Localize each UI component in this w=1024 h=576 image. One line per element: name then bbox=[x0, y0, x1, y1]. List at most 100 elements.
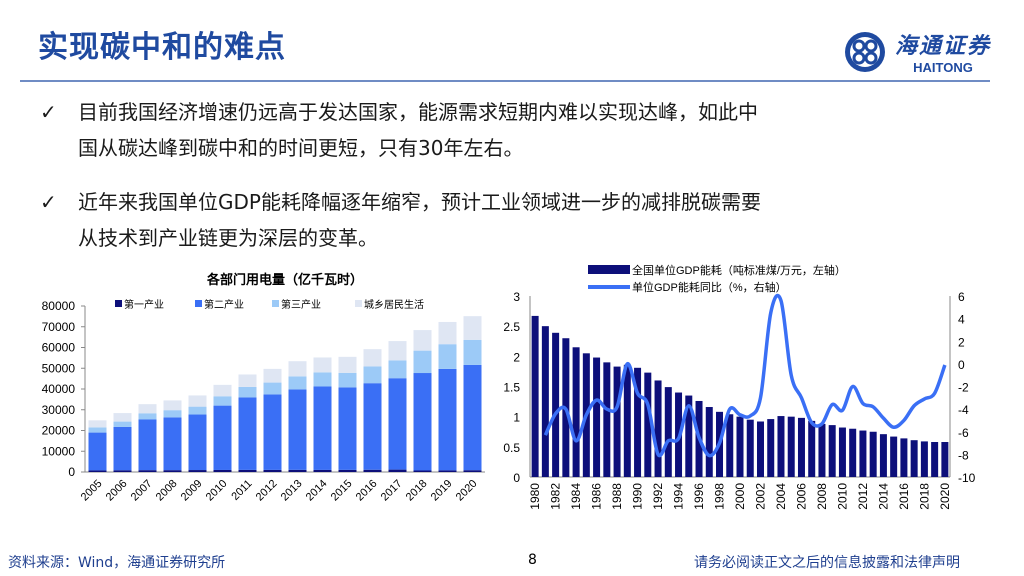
bar bbox=[654, 380, 662, 477]
x-tick-label: 1996 bbox=[692, 483, 706, 510]
x-tick-label: 1990 bbox=[631, 483, 645, 510]
x-tick-label: 1986 bbox=[590, 483, 604, 510]
electricity-by-sector-chart: 各部门用电量（亿千瓦时） 第一产业 第二产业 第三产业 城乡居民生活 0 10000 2000… bbox=[42, 272, 485, 504]
right-y-tick-label: 0 bbox=[958, 358, 965, 372]
y-tick-label: 70000 bbox=[42, 320, 76, 334]
x-tick-label: 2011 bbox=[229, 478, 254, 503]
bar-segment bbox=[238, 374, 257, 387]
bar-segment bbox=[213, 384, 232, 397]
bar-segment bbox=[138, 470, 157, 472]
bar-segment bbox=[113, 421, 132, 427]
left-y-tick-label: 0.5 bbox=[503, 441, 520, 455]
x-tick-label: 2002 bbox=[753, 483, 767, 510]
y-tick-label: 30000 bbox=[42, 403, 76, 417]
y-tick-label: 40000 bbox=[42, 382, 76, 396]
left-y-tick-label: 3 bbox=[513, 290, 520, 304]
haitong-emblem-icon bbox=[845, 31, 885, 72]
bar-segment bbox=[88, 420, 107, 428]
bar-segment bbox=[88, 470, 107, 472]
right-y-tick-label: 2 bbox=[958, 335, 965, 349]
bar-segment bbox=[413, 470, 432, 472]
bar-segment bbox=[263, 394, 282, 470]
bar bbox=[756, 421, 764, 477]
bar bbox=[623, 364, 631, 477]
bar-segment bbox=[463, 316, 482, 340]
y-tick-label: 80000 bbox=[42, 299, 76, 313]
header-divider bbox=[20, 80, 990, 82]
legend-swatch bbox=[355, 300, 362, 307]
bar-segment bbox=[413, 373, 432, 471]
bar-segment bbox=[163, 470, 182, 472]
right-y-tick-label: 4 bbox=[958, 313, 965, 327]
legend-swatch bbox=[272, 300, 279, 307]
x-tick-label: 2020 bbox=[938, 483, 952, 510]
bar bbox=[849, 428, 857, 477]
bar bbox=[644, 372, 652, 477]
bar-segment bbox=[288, 389, 307, 470]
left-y-tick-label: 2.5 bbox=[503, 320, 520, 334]
legend-label: 第一产业 bbox=[124, 298, 164, 311]
legend-label: 城乡居民生活 bbox=[364, 298, 424, 311]
x-tick-label: 2014 bbox=[304, 478, 330, 504]
bar bbox=[879, 434, 887, 477]
bar-segment bbox=[313, 372, 332, 387]
bar bbox=[552, 332, 560, 477]
bar-segment bbox=[88, 427, 107, 433]
bar bbox=[818, 423, 826, 477]
right-y-tick-label: -10 bbox=[958, 471, 976, 485]
bar bbox=[890, 436, 898, 477]
bar bbox=[777, 416, 785, 477]
bar-segment bbox=[188, 470, 207, 472]
legend-swatch bbox=[115, 300, 122, 307]
bullet-line: 国从碳达峰到碳中和的时间更短，只有30年左右。 bbox=[78, 136, 524, 160]
bar-segment bbox=[163, 410, 182, 418]
bar-segment bbox=[213, 469, 232, 472]
bar-segment bbox=[438, 470, 457, 472]
x-tick-label: 2005 bbox=[79, 478, 105, 504]
right-y-tick-label: -8 bbox=[958, 448, 969, 462]
x-tick-label: 2010 bbox=[835, 483, 849, 510]
left-y-tick-label: 1 bbox=[513, 411, 520, 425]
y-tick-label: 0 bbox=[68, 465, 75, 479]
left-y-tick-label: 2 bbox=[513, 350, 520, 364]
right-y-tick-label: -6 bbox=[958, 426, 969, 440]
bar-segment bbox=[338, 356, 357, 373]
x-tick-label: 2015 bbox=[329, 478, 355, 504]
x-tick-label: 2008 bbox=[154, 478, 180, 504]
bar-segment bbox=[288, 376, 307, 390]
bar bbox=[828, 425, 836, 477]
legend-label: 全国单位GDP能耗（吨标准煤/万元，左轴） bbox=[632, 263, 846, 277]
bar bbox=[736, 416, 744, 477]
bar bbox=[593, 357, 601, 477]
bar-segment bbox=[388, 469, 407, 472]
bar bbox=[726, 414, 734, 477]
x-tick-label: 2010 bbox=[204, 478, 230, 504]
bar-segment bbox=[138, 404, 157, 414]
bar-segment bbox=[288, 469, 307, 472]
bar bbox=[603, 362, 611, 477]
x-tick-label: 2014 bbox=[876, 483, 890, 510]
x-tick-label: 1984 bbox=[569, 483, 583, 510]
bar-segment bbox=[338, 469, 357, 472]
bar bbox=[869, 431, 877, 477]
bar bbox=[613, 366, 621, 477]
right-y-tick-label: -4 bbox=[958, 403, 969, 417]
bar bbox=[920, 441, 928, 477]
bar-segment bbox=[138, 413, 157, 420]
bar-segment bbox=[263, 368, 282, 383]
x-tick-label: 2019 bbox=[429, 478, 455, 504]
bar-segment bbox=[363, 366, 382, 384]
bar bbox=[746, 419, 754, 477]
bar-segment bbox=[213, 405, 232, 470]
bar-segment bbox=[388, 360, 407, 379]
bar bbox=[941, 442, 949, 477]
haitong-logo: 海通证券 HAITONG bbox=[843, 28, 991, 75]
chart-title: 各部门用电量（亿千瓦时） bbox=[206, 272, 363, 287]
gdp-energy-intensity-chart: 全国单位GDP能耗（吨标准煤/万元，左轴） 单位GDP能耗同比（%，右轴） 0 0.5… bbox=[503, 263, 976, 510]
bar bbox=[931, 442, 939, 477]
x-tick-label: 2000 bbox=[733, 483, 747, 510]
bar-segment bbox=[313, 357, 332, 373]
bar-segment bbox=[438, 321, 457, 345]
check-icon: ✓ bbox=[40, 100, 57, 124]
bar-segment bbox=[188, 395, 207, 407]
